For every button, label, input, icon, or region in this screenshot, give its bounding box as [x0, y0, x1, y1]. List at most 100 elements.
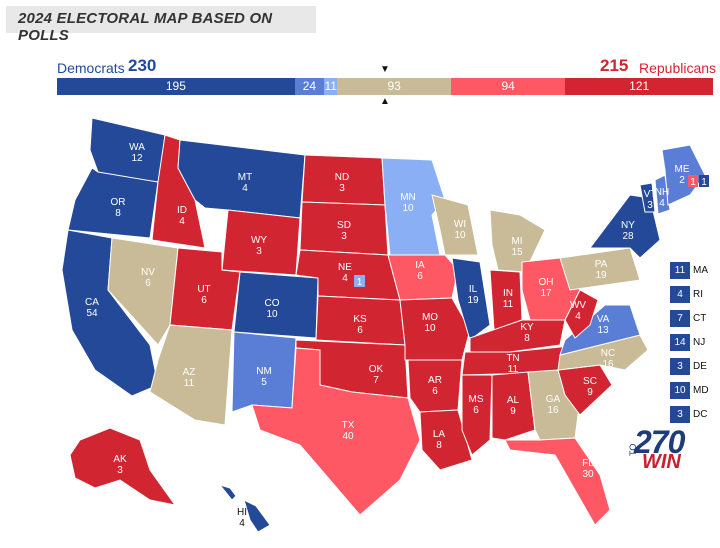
state-ev-ca: 54 — [86, 308, 98, 319]
state-la[interactable] — [419, 409, 473, 471]
state-label-ak: AK — [113, 454, 127, 465]
state-ev-nd: 3 — [339, 183, 345, 194]
page-title: 2024 ELECTORAL MAP BASED ON POLLS — [18, 10, 273, 44]
state-al[interactable] — [491, 371, 536, 441]
state-label-nd: ND — [335, 172, 349, 183]
state-label-co: CO — [265, 298, 280, 309]
state-ev-ia: 6 — [417, 271, 423, 282]
state-label-ky: KY — [520, 322, 534, 333]
ne-district-box[interactable] — [354, 275, 365, 287]
ne-state-box-nj[interactable]: 14 — [670, 334, 690, 351]
state-label-nv: NV — [141, 267, 155, 278]
state-label-mi: MI — [511, 236, 522, 247]
ne-state-label-ct: CT — [693, 313, 707, 324]
me-district-ev-1: 1 — [690, 177, 696, 188]
state-ev-il: 19 — [467, 295, 479, 306]
state-label-tn: TN — [506, 353, 519, 364]
state-label-va: VA — [597, 314, 610, 325]
bar-segment-2: 11 — [324, 78, 338, 95]
state-ev-vt: 3 — [647, 200, 653, 211]
ne-state-box-de[interactable]: 3 — [670, 358, 690, 375]
midpoint-marker-bottom: ▲ — [380, 96, 390, 107]
state-label-pa: PA — [595, 259, 608, 270]
state-ev-ks: 6 — [357, 325, 363, 336]
state-ev-al: 9 — [510, 406, 516, 417]
state-label-vt: VT — [644, 189, 657, 200]
state-ev-ky: 8 — [524, 333, 530, 344]
state-ev-mt: 4 — [242, 183, 248, 194]
state-label-wa: WA — [129, 142, 145, 153]
state-me[interactable] — [661, 144, 706, 206]
state-label-or: OR — [111, 197, 126, 208]
state-vt[interactable] — [639, 182, 656, 213]
state-ev-in: 11 — [503, 299, 514, 310]
state-ev-az: 11 — [184, 378, 195, 389]
me-district-ev-2: 1 — [701, 177, 707, 188]
state-label-ga: GA — [546, 394, 561, 405]
state-label-nm: NM — [256, 366, 272, 377]
state-label-ok: OK — [369, 364, 384, 375]
democrats-total: 230 — [128, 56, 157, 75]
state-ev-ga: 16 — [547, 405, 559, 416]
state-label-me: ME — [675, 164, 690, 175]
bar-segment-0: 195 — [57, 78, 295, 95]
state-ev-ak: 3 — [117, 465, 123, 476]
republicans-label: Republicans — [639, 60, 717, 76]
me-district-box-1[interactable] — [688, 175, 698, 187]
ne-state-label-ma: MA — [693, 265, 708, 276]
state-label-az: AZ — [183, 367, 196, 378]
state-label-tx: TX — [342, 420, 355, 431]
ne-state-label-nj: NJ — [693, 337, 706, 348]
state-ak[interactable] — [69, 427, 177, 506]
state-label-la: LA — [433, 429, 446, 440]
bar-segment-5: 121 — [565, 78, 713, 95]
bar-segment-3: 93 — [337, 78, 451, 95]
state-ev-nh: 4 — [659, 198, 665, 209]
state-fl[interactable] — [504, 437, 611, 526]
ne-state-box-md[interactable]: 10 — [670, 382, 690, 399]
state-ia[interactable] — [387, 254, 459, 301]
ne-state-box-dc[interactable]: 3 — [670, 406, 690, 423]
state-ev-ut: 6 — [201, 295, 207, 306]
state-ev-ar: 6 — [432, 386, 438, 397]
state-ev-wa: 12 — [131, 153, 143, 164]
state-ev-ok: 7 — [373, 375, 379, 386]
state-tx[interactable] — [251, 347, 421, 516]
ne-state-box-ri[interactable]: 4 — [670, 286, 690, 303]
state-ev-nm: 5 — [261, 377, 267, 388]
state-pa[interactable] — [559, 247, 641, 291]
state-az[interactable] — [149, 324, 233, 426]
state-label-ne: NE — [338, 262, 352, 273]
state-ev-sc: 9 — [587, 387, 593, 398]
me-district-box-2[interactable] — [699, 175, 709, 187]
electoral-vote-bar: 195 24 11 93 94 121 — [57, 78, 713, 95]
state-ev-or: 8 — [115, 208, 121, 219]
state-ev-co: 10 — [266, 309, 278, 320]
state-wv[interactable] — [564, 289, 599, 339]
state-label-id: ID — [177, 205, 187, 216]
state-ev-mo: 10 — [424, 323, 436, 334]
state-il[interactable] — [451, 257, 491, 341]
state-label-mn: MN — [400, 192, 416, 203]
state-ev-nv: 6 — [145, 278, 151, 289]
state-label-sc: SC — [583, 376, 597, 387]
state-ev-nc: 16 — [602, 359, 614, 370]
state-ms[interactable] — [461, 374, 493, 456]
state-hi[interactable] — [218, 484, 271, 533]
state-wi[interactable] — [431, 194, 479, 256]
state-label-hi: HI — [237, 507, 247, 518]
state-label-ca: CA — [85, 297, 99, 308]
state-ev-wi: 10 — [454, 230, 466, 241]
state-or[interactable] — [67, 167, 159, 239]
state-va[interactable] — [559, 304, 641, 356]
ne-state-box-ct[interactable]: 7 — [670, 310, 690, 327]
state-ev-ne: 4 — [342, 273, 348, 284]
state-ny[interactable] — [588, 194, 661, 259]
state-nv[interactable] — [107, 237, 179, 346]
state-label-sd: SD — [337, 220, 351, 231]
state-ev-fl: 30 — [582, 469, 594, 480]
state-ev-sd: 3 — [341, 231, 347, 242]
state-label-nh: NH — [655, 187, 669, 198]
state-mn[interactable] — [381, 157, 446, 256]
ne-state-box-ma[interactable]: 11 — [670, 262, 690, 279]
